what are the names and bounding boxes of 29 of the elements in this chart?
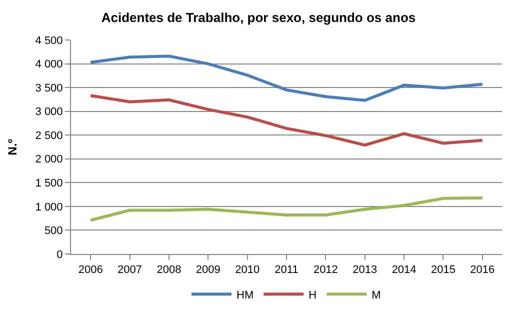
line-series (89, 196, 484, 222)
x-tick-label: 2016 (470, 264, 495, 276)
chart-title: Acidentes de Trabalho, por sexo, segundo os anos (101, 10, 416, 25)
y-tick-label: 1 000 (35, 201, 63, 214)
x-tick-label: 2015 (430, 264, 456, 276)
y-tick-label: 2 000 (35, 154, 63, 166)
x-tick-label: 2014 (392, 264, 416, 276)
legend-label: H (308, 289, 317, 302)
x-tick-label: 2008 (156, 264, 182, 276)
line-series (89, 54, 484, 102)
x-tick-label: 2006 (78, 264, 103, 276)
x-tick-label: 2011 (274, 264, 298, 276)
x-tick-label: 2007 (118, 264, 142, 276)
y-tick-label: 4 500 (35, 34, 63, 47)
y-tick-label: 3 500 (35, 82, 63, 94)
legend-label: HM (236, 289, 254, 302)
line-series (89, 94, 484, 147)
y-tick-label: 500 (44, 225, 63, 238)
x-tick-label: 2009 (196, 264, 220, 276)
y-axis-title: N.º (6, 138, 20, 156)
legend-label: M (372, 289, 381, 302)
x-tick-label: 2010 (235, 264, 260, 276)
y-tick-label: 3 000 (35, 106, 63, 118)
y-tick-label: 1 500 (35, 178, 63, 190)
x-tick-label: 2012 (313, 264, 338, 276)
y-tick-label: 4 000 (35, 58, 63, 71)
y-tick-label: 2 500 (35, 130, 63, 142)
y-tick-label: 0 (56, 248, 63, 261)
x-tick-label: 2013 (352, 264, 378, 276)
